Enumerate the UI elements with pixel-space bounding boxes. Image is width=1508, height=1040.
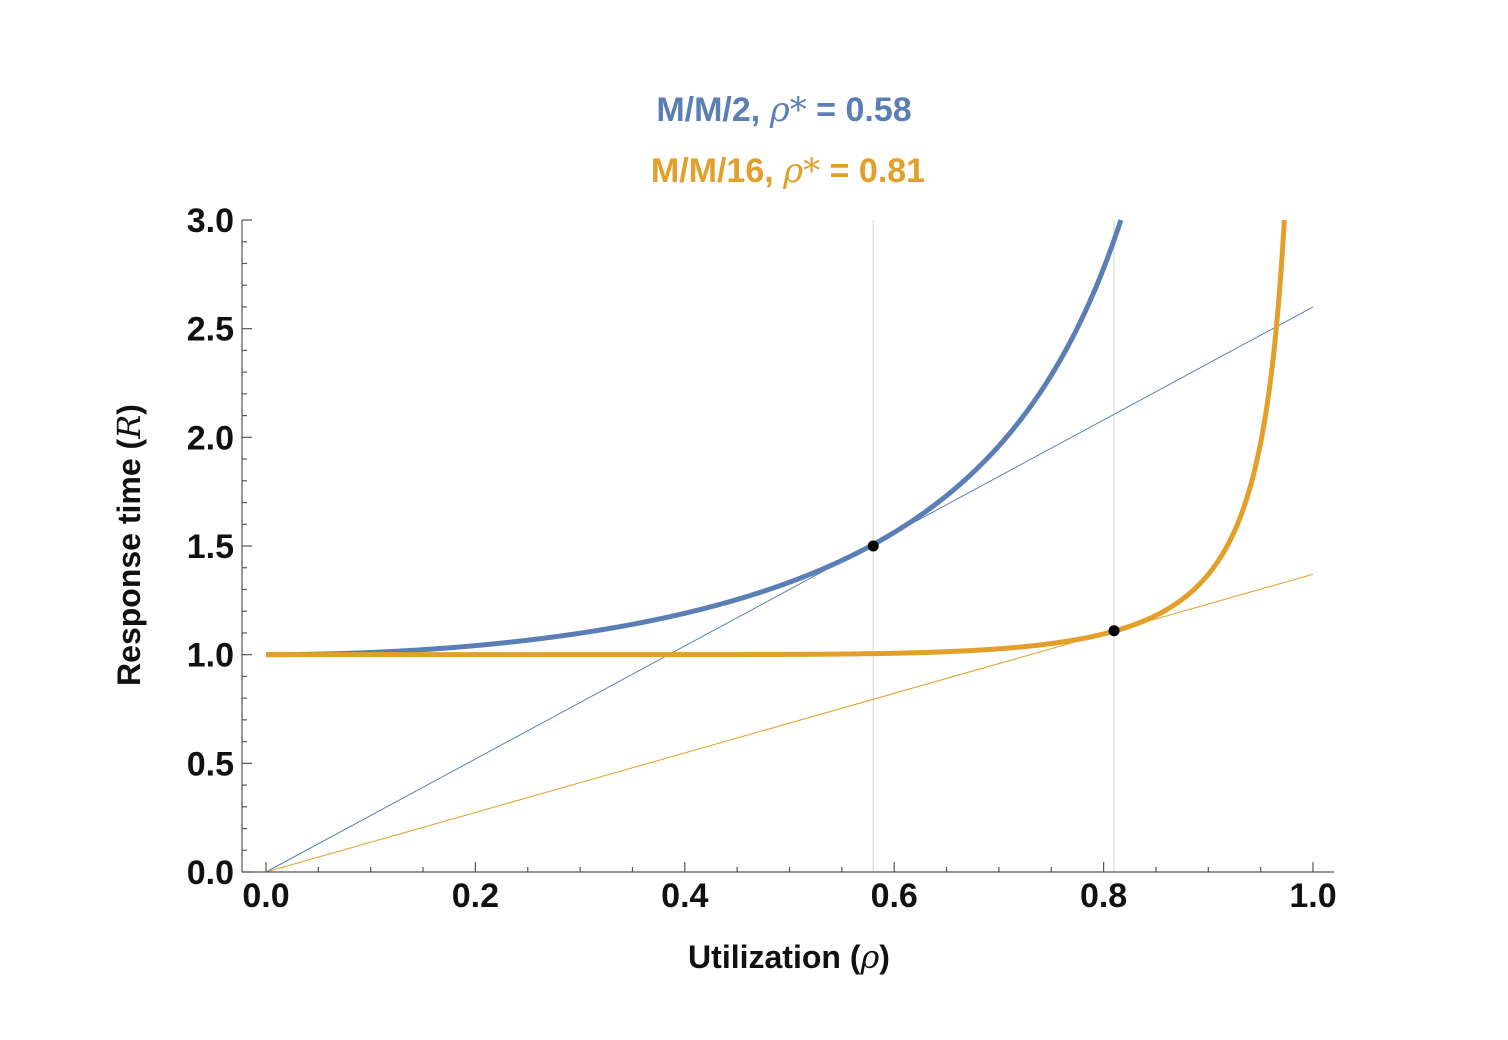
x-tick-label: 0.8 [1080,877,1127,915]
x-axis-label: Utilization (ρ) [688,938,890,976]
knee-points [867,540,1120,637]
title-line-mm2: M/M/2, ρ* = 0.58 [656,90,911,130]
title-equals-mm2: = [816,91,836,129]
y-tick-label: 0.5 [187,745,234,783]
x-tick-label: 0.0 [242,877,289,915]
title-model-mm16: M/M/16 [651,152,764,190]
y-tick-label: 2.0 [187,419,234,457]
ticks: 0.0 0.2 0.4 0.6 0.8 1.0 0.0 0.5 1.0 1.5 2.0 2.5 3.0 [187,202,1337,915]
y-tick-label: 0.0 [187,854,234,892]
y-axis-label-symbol: R [110,415,148,440]
x-axis-label-text: Utilization [688,939,841,975]
response-curves [264,218,1287,658]
title-symbol-mm2: ρ* [769,90,807,130]
tangent-line-mm2 [265,306,1314,873]
x-tick-label: 1.0 [1289,877,1336,915]
x-tick-label: 0.4 [661,877,708,915]
tangent-line-mm16 [265,573,1314,873]
title-symbol-mm16: ρ* [782,151,820,191]
curve-mm2 [264,218,1124,658]
y-axis-label: Response time (R) [110,404,148,686]
knee-point-mm16 [1108,625,1120,637]
y-tick-label: 1.0 [187,637,234,675]
title-equals-mm16: = [830,152,850,190]
x-tick-label: 0.6 [871,877,918,915]
x-tick-label: 0.2 [452,877,499,915]
y-tick-label: 2.5 [187,311,234,349]
chart-title: M/M/2, ρ* = 0.58 M/M/16, ρ* = 0.81 [651,90,925,191]
title-line-mm16: M/M/16, ρ* = 0.81 [651,151,925,191]
tangent-lines [265,306,1314,873]
title-value-mm2: 0.58 [845,91,911,129]
y-axis-label-text: Response time [111,458,147,686]
axes [241,220,1334,873]
y-tick-label: 3.0 [187,202,234,240]
knee-point-mm2 [867,540,879,552]
y-tick-label: 1.5 [187,528,234,566]
title-value-mm16: 0.81 [859,152,925,190]
title-model-mm2: M/M/2 [656,91,750,129]
x-axis-label-symbol: ρ [859,938,879,976]
reference-lines [872,220,1115,872]
